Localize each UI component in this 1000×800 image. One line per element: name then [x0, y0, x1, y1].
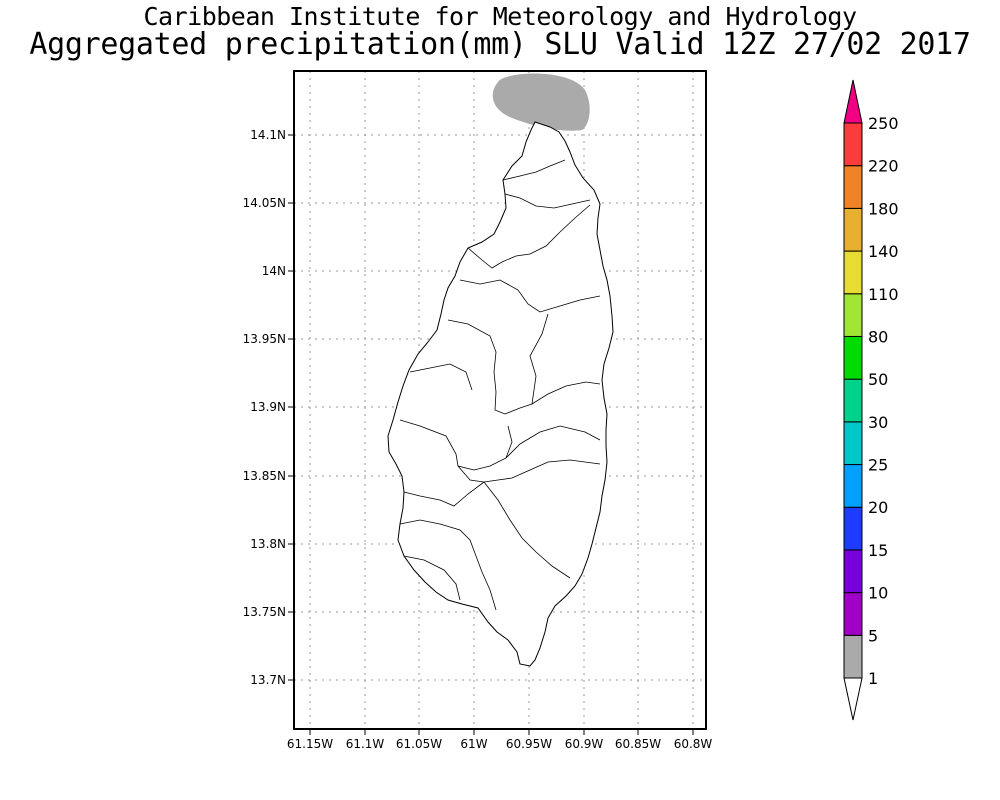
y-tick-label: 14.1N — [250, 128, 286, 142]
x-tick-label: 60.8W — [674, 737, 713, 751]
y-tick-label: 13.7N — [250, 673, 286, 687]
colorbar-bottom-arrow — [843, 677, 863, 721]
island-saint-lucia — [387, 121, 614, 667]
colorbar-label: 220 — [868, 157, 899, 176]
y-tick-label: 14N — [262, 264, 286, 278]
colorbar-label: 80 — [868, 327, 888, 346]
colorbar-segment — [843, 634, 863, 679]
x-axis-labels: 61.15W 61.1W 61.05W 61W 60.95W 60.9W 60.85W 60.… — [287, 729, 713, 751]
chart-title: Caribbean Institute for Meteorology and … — [143, 2, 857, 31]
x-tick-label: 60.95W — [506, 737, 552, 751]
colorbar-segment — [843, 293, 863, 337]
y-tick-label: 13.95N — [243, 332, 286, 346]
y-tick-label: 13.85N — [243, 469, 286, 483]
x-tick-label: 61.15W — [287, 737, 333, 751]
colorbar-label: 5 — [868, 626, 878, 645]
colorbar-segment — [843, 421, 863, 466]
colorbar-segment — [843, 335, 863, 380]
colorbar-label: 1 — [868, 669, 878, 688]
colorbar-segment — [843, 165, 863, 209]
x-tick-label: 61W — [460, 737, 487, 751]
colorbar-label: 180 — [868, 199, 899, 218]
y-tick-label: 14.05N — [243, 196, 286, 210]
y-axis-labels: 14.1N 14.05N 14N 13.95N 13.9N 13.85N 13.8N 13.7… — [243, 128, 294, 687]
colorbar-label: 15 — [868, 541, 888, 560]
map-frame — [293, 70, 707, 730]
colorbar-segment — [843, 378, 863, 423]
colorbar-label: 25 — [868, 456, 888, 475]
precip-patch-1-5mm — [492, 73, 590, 131]
colorbar-label: 20 — [868, 498, 888, 517]
colorbar-label: 140 — [868, 242, 899, 261]
colorbar-top-arrow — [843, 79, 863, 124]
y-tick-label: 13.75N — [243, 605, 286, 619]
colorbar-segment — [843, 592, 863, 636]
y-tick-label: 13.9N — [250, 400, 286, 414]
colorbar-segment — [843, 207, 863, 252]
coastline — [387, 121, 614, 667]
x-tick-label: 61.1W — [346, 737, 385, 751]
colorbar-label: 30 — [868, 413, 888, 432]
quarter-boundaries — [399, 159, 601, 611]
x-tick-label: 61.05W — [396, 737, 442, 751]
colorbar-segment — [843, 549, 863, 594]
colorbar-segment — [843, 250, 863, 295]
colorbar-label: 250 — [868, 114, 899, 133]
colorbar-label: 10 — [868, 584, 888, 603]
x-tick-label: 60.85W — [615, 737, 661, 751]
y-tick-label: 13.8N — [250, 537, 286, 551]
colorbar-segment — [843, 122, 863, 167]
x-tick-label: 60.9W — [565, 737, 604, 751]
chart-subtitle: Aggregated precipitation(mm) SLU Valid 1… — [29, 27, 971, 62]
colorbar-label: 50 — [868, 370, 888, 389]
colorbar-label: 110 — [868, 285, 899, 304]
colorbar-segment — [843, 506, 863, 551]
colorbar-segment — [843, 464, 863, 508]
